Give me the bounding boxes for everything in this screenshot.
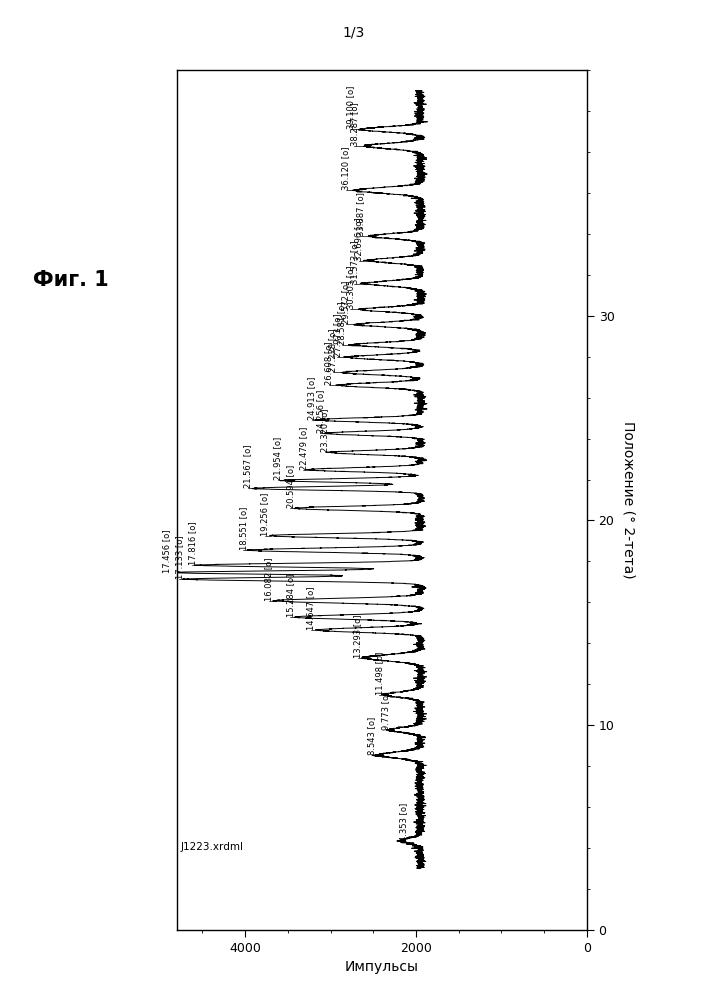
Text: 19.256 [o]: 19.256 [o] xyxy=(260,492,269,536)
Text: 32.696 [o]: 32.696 [o] xyxy=(354,217,363,261)
Text: 22.479 [o]: 22.479 [o] xyxy=(298,426,308,470)
Text: 33.887 [o]: 33.887 [o] xyxy=(356,192,365,236)
Text: 13.293 [o]: 13.293 [o] xyxy=(354,614,363,658)
X-axis label: Импульсы: Импульсы xyxy=(345,960,419,974)
Text: Фиг. 1: Фиг. 1 xyxy=(33,270,109,290)
Text: 24.913 [o]: 24.913 [o] xyxy=(308,377,316,420)
Text: 39.100 [o]: 39.100 [o] xyxy=(346,86,355,129)
Text: 17.816 [o]: 17.816 [o] xyxy=(187,522,197,565)
Text: 36.120 [o]: 36.120 [o] xyxy=(341,147,351,190)
Text: 9.773 [o]: 9.773 [o] xyxy=(382,692,390,730)
Text: 8.543 [o]: 8.543 [o] xyxy=(367,717,376,755)
Text: 11.498 [o]: 11.498 [o] xyxy=(375,651,384,695)
Y-axis label: Положение (° 2-тета): Положение (° 2-тета) xyxy=(621,421,636,579)
Text: 14.647 [o]: 14.647 [o] xyxy=(306,587,315,630)
Text: J1223.xrdml: J1223.xrdml xyxy=(181,842,244,852)
Text: 21.954 [o]: 21.954 [o] xyxy=(273,437,282,480)
Text: 1/3: 1/3 xyxy=(342,25,365,39)
Text: 31.573 [o]: 31.573 [o] xyxy=(350,240,359,284)
Text: 26.608 [o]: 26.608 [o] xyxy=(325,342,333,385)
Text: 30.305 [o]: 30.305 [o] xyxy=(346,266,355,309)
Text: 24.256 [o]: 24.256 [o] xyxy=(316,390,325,433)
Text: 16.082 [o]: 16.082 [o] xyxy=(264,557,274,601)
Text: 23.320 [o]: 23.320 [o] xyxy=(320,409,329,452)
Text: 4.353 [o]: 4.353 [o] xyxy=(399,803,408,841)
Text: 29.572 [o]: 29.572 [o] xyxy=(341,281,351,324)
Text: 27.228 [o]: 27.228 [o] xyxy=(329,329,337,372)
Text: 17.133 [o]: 17.133 [o] xyxy=(175,536,184,579)
Text: 18.551 [o]: 18.551 [o] xyxy=(239,507,248,550)
Text: 38.287 [o]: 38.287 [o] xyxy=(350,102,359,146)
Text: 15.284 [o]: 15.284 [o] xyxy=(286,574,295,617)
Text: 27.973 [o]: 27.973 [o] xyxy=(333,314,342,357)
Text: 20.594 [o]: 20.594 [o] xyxy=(286,465,295,508)
Text: 21.567 [o]: 21.567 [o] xyxy=(243,445,252,488)
Text: 28.581 [o]: 28.581 [o] xyxy=(337,301,346,345)
Text: 17.456 [o]: 17.456 [o] xyxy=(162,529,171,573)
